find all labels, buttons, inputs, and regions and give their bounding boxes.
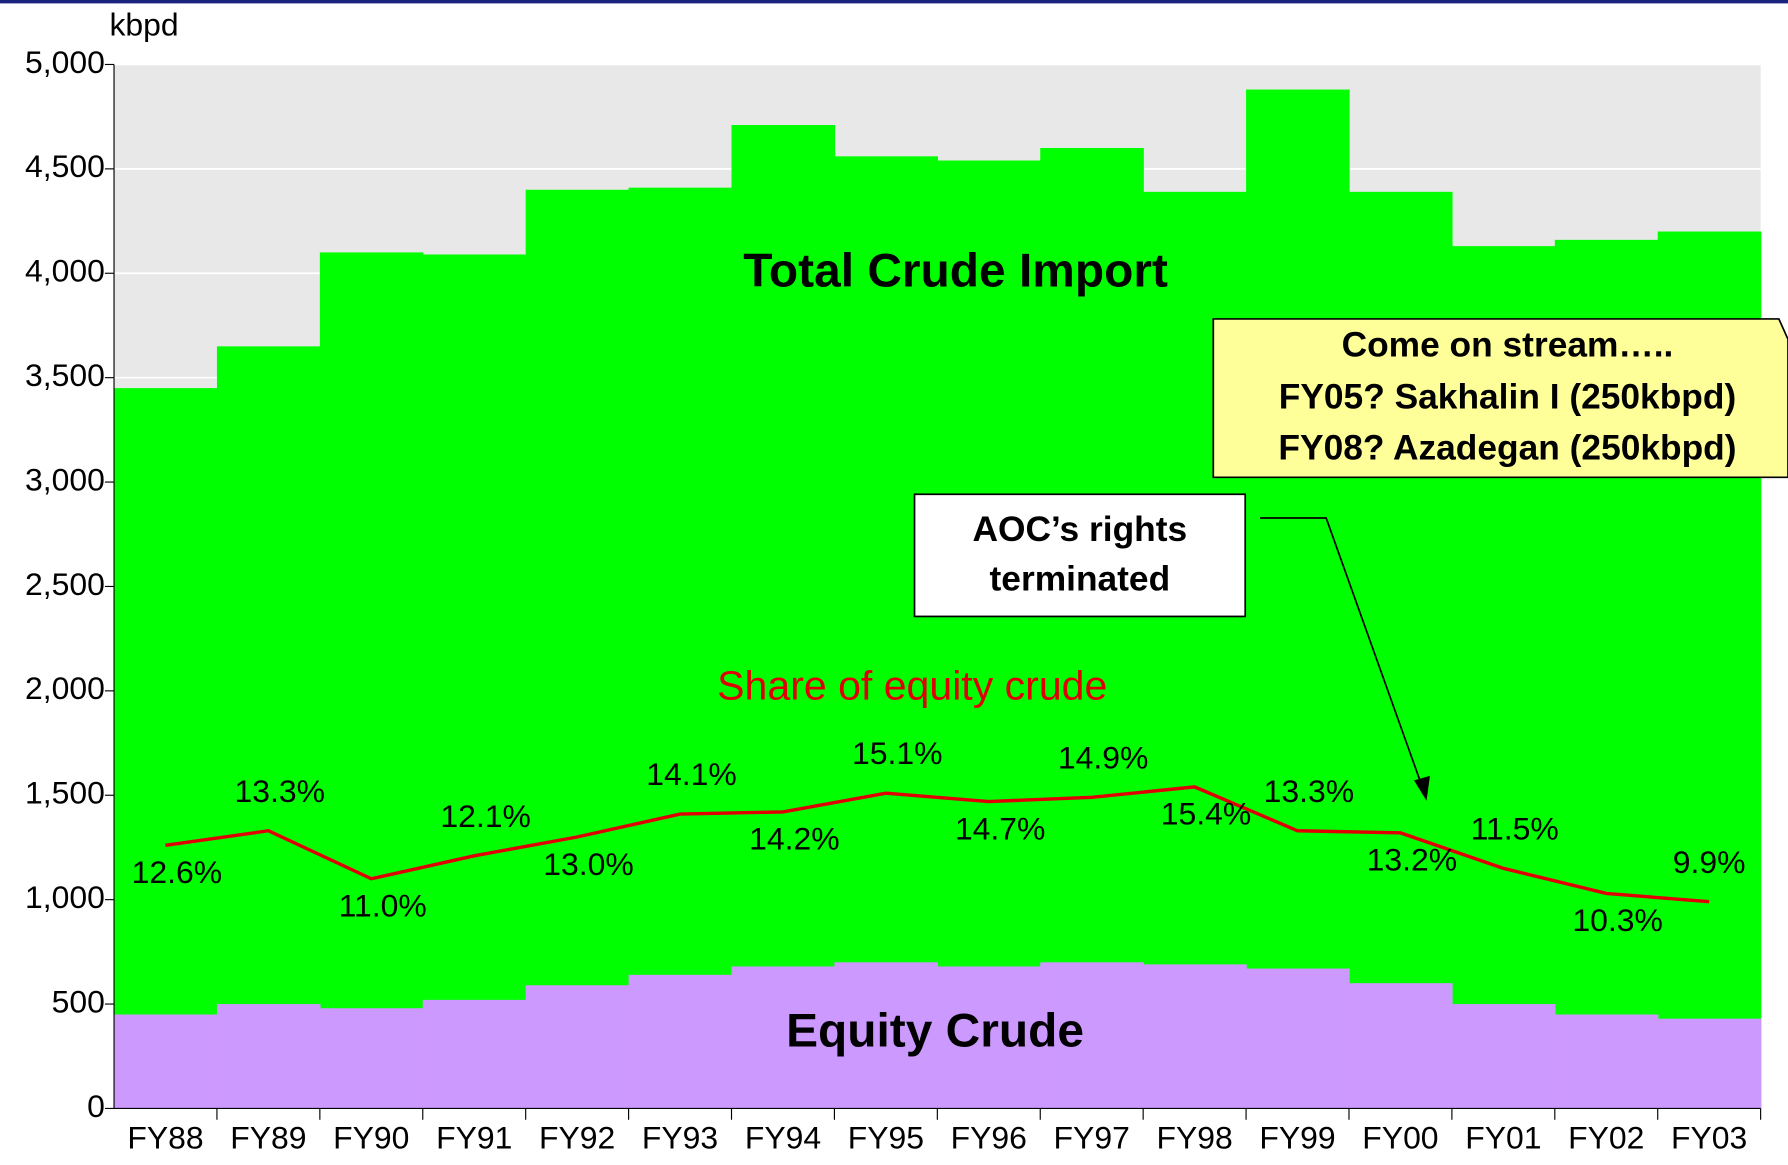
area-step [1143, 964, 1247, 1109]
x-tick-label: FY95 [848, 1120, 924, 1156]
x-tick-label: FY01 [1465, 1120, 1541, 1156]
arrow [1260, 517, 1423, 787]
area-step [937, 966, 1041, 1109]
data-label: 15.4% [1161, 796, 1251, 832]
area-step [422, 999, 527, 1109]
y-tick-label: 500 [52, 984, 105, 1020]
area-step [834, 156, 939, 1109]
y-tick-label: 1,000 [25, 879, 105, 915]
area-step [628, 974, 733, 1109]
data-label: 14.9% [1058, 739, 1148, 775]
x-tick-label: FY02 [1568, 1120, 1644, 1156]
area-step [1040, 147, 1144, 1109]
area-step [216, 1004, 321, 1109]
area-step [319, 252, 424, 1109]
y-tick-label: 2,500 [25, 566, 105, 602]
area-step [1657, 1018, 1762, 1109]
callout-text: FY05? Sakhalin I (250kbpd) [1279, 378, 1736, 417]
x-tick-label: FY94 [745, 1120, 821, 1156]
area-step [114, 388, 218, 1109]
x-tick-label: FY89 [230, 1120, 306, 1156]
data-label: 14.1% [646, 756, 736, 792]
top-band [0, 0, 1788, 4]
y-tick-label: 3,500 [25, 357, 105, 393]
data-label: 13.0% [543, 846, 633, 882]
data-label: 10.3% [1572, 902, 1662, 938]
aoc-text: terminated [990, 560, 1171, 599]
area-step [628, 187, 733, 1109]
data-label: 15.1% [852, 735, 942, 771]
x-tick-label: FY90 [333, 1120, 409, 1156]
x-tick-label: FY96 [951, 1120, 1027, 1156]
x-tick-label: FY03 [1671, 1120, 1747, 1156]
labels: 0 500 1,000 1,500 2,000 2,500 3,000 3,500 4,000 4… [25, 44, 1762, 1156]
area-step [1246, 89, 1350, 1109]
callout-box [1212, 318, 1788, 479]
data-label: 9.9% [1673, 844, 1746, 880]
y-tick-label: 4,000 [25, 253, 105, 289]
data-label: 14.7% [955, 810, 1045, 846]
x-tick-label: FY00 [1362, 1120, 1438, 1156]
data-label: 11.5% [1471, 810, 1559, 846]
callout-text: FY08? Azadegan (250kbpd) [1278, 429, 1736, 468]
y-axis-label: kbpd [109, 7, 178, 43]
x-tick-label: FY91 [436, 1120, 512, 1156]
callout-text: Come on stream….. [1342, 326, 1674, 365]
area-step [1246, 968, 1350, 1109]
area-step [731, 125, 836, 1109]
share-line [165, 785, 1710, 904]
series-label: Equity Crude [786, 1005, 1084, 1058]
area-step [834, 962, 939, 1109]
data-label: 12.1% [440, 798, 530, 834]
area-step [731, 966, 836, 1109]
x-tick-label: FY92 [539, 1120, 615, 1156]
series-label: Share of equity crude [717, 663, 1107, 709]
area-step [1554, 1014, 1659, 1109]
y-tick-label: 4,500 [25, 148, 105, 184]
lines [165, 785, 1710, 904]
x-tick-label: FY88 [127, 1120, 203, 1156]
y-tick-label: 0 [87, 1088, 105, 1124]
area-step [525, 985, 630, 1109]
area-step [1040, 962, 1144, 1109]
series-label: Total Crude Import [743, 244, 1168, 297]
x-tick-label: FY98 [1156, 1120, 1232, 1156]
y-tick-label: 1,500 [25, 775, 105, 811]
y-tick-label: 3,000 [25, 462, 105, 498]
area-step [319, 1008, 424, 1109]
area-step [1451, 1004, 1556, 1109]
x-tick-label: FY97 [1054, 1120, 1130, 1156]
data-label: 13.3% [1264, 773, 1354, 809]
data-label: 14.2% [749, 821, 839, 857]
area-step [1348, 983, 1453, 1109]
y-tick-label: 2,000 [25, 670, 105, 706]
data-label: 13.3% [235, 773, 325, 809]
aoc-text: AOC’s rights [973, 510, 1188, 549]
data-label: 12.6% [132, 854, 222, 890]
aoc-box [913, 493, 1247, 618]
data-label: 11.0% [339, 888, 427, 924]
data-label: 13.2% [1367, 842, 1457, 878]
area-step [937, 160, 1041, 1109]
x-tick-label: FY93 [642, 1120, 718, 1156]
x-tick-label: FY99 [1259, 1120, 1335, 1156]
y-tick-label: 5,000 [25, 44, 105, 80]
area-step [216, 346, 321, 1109]
area-step [422, 254, 527, 1109]
area-step [114, 1014, 218, 1109]
area-step [525, 189, 630, 1109]
arrow-head [1413, 775, 1430, 801]
